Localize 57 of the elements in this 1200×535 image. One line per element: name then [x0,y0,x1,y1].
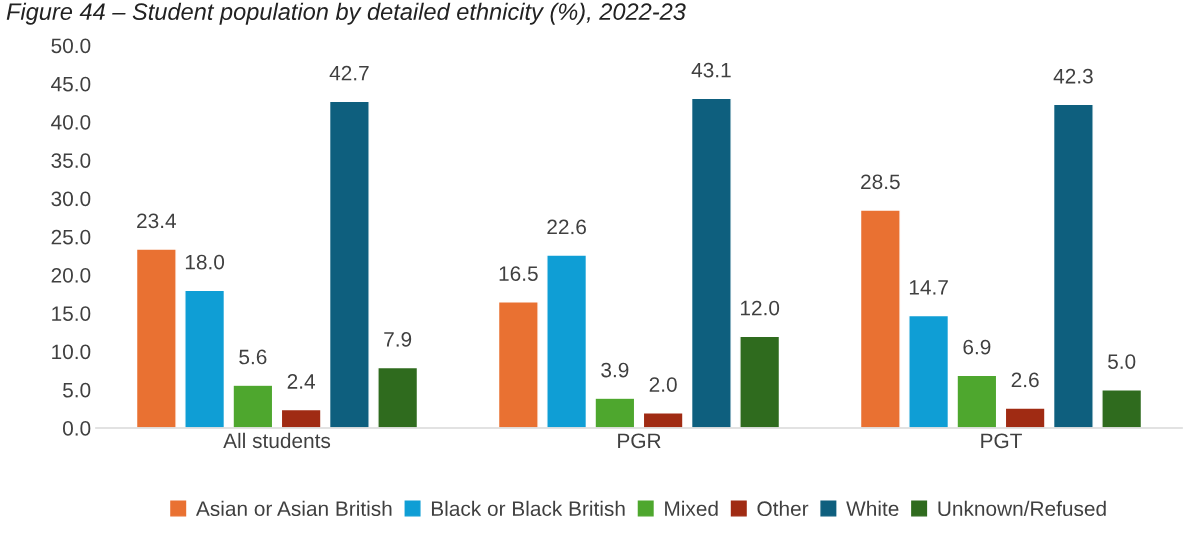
bar [1052,103,1094,428]
bar [690,97,732,428]
y-tick-label: 30.0 [51,191,91,207]
data-label: 6.9 [963,339,991,355]
bar [328,100,370,428]
y-tick-label: 40.0 [51,114,91,130]
data-label: 7.9 [384,332,412,347]
bar [739,335,781,428]
bar [546,254,588,428]
chart-title: Figure 44 – Student population by detailed ethnicity (%), 2022-23 [6,2,686,25]
data-label: 3.9 [601,362,629,378]
bar [1101,389,1143,428]
data-label: 2.6 [1011,372,1039,388]
data-label: 22.6 [547,219,586,235]
data-label: 2.4 [287,374,316,389]
bar [135,248,177,428]
y-tick-label: 50.0 [51,38,91,54]
data-label: 23.4 [137,213,176,229]
bar [497,301,539,428]
data-label: 5.6 [239,349,267,365]
x-tick-label: PGT [981,433,1022,449]
bar [1004,407,1046,428]
data-label: 2.0 [649,377,677,392]
data-label: 12.0 [740,300,780,316]
y-tick-label: 35.0 [51,153,91,168]
bar [184,289,226,428]
bar [377,366,419,428]
data-label: 28.5 [861,174,900,190]
y-tick-label: 10.0 [52,344,91,360]
x-tick-label: PGR [618,433,661,449]
data-label: 14.7 [909,280,948,295]
legend-label: White [846,500,899,517]
bar [232,384,274,428]
data-label: 43.1 [691,62,731,78]
y-tick-label: 5.0 [63,382,91,398]
y-tick-label: 25.0 [51,229,91,245]
bar [859,209,901,428]
legend-label: Mixed [665,500,718,517]
legend-label: Asian or Asian British [195,500,392,517]
data-label: 16.5 [499,266,538,281]
data-label: 5.0 [1108,354,1136,369]
data-label: 42.3 [1053,68,1093,84]
bar [594,397,636,428]
legend-label: Black or Black British [431,500,625,517]
bar [908,314,950,428]
data-label: 42.7 [329,65,369,81]
bar [956,374,998,428]
y-tick-label: 45.0 [51,76,91,92]
bar [642,412,684,428]
legend-label: Unknown/Refused [938,500,1106,517]
y-tick-label: 0.0 [62,421,91,436]
bar [280,408,322,428]
y-tick-label: 15.0 [52,306,91,321]
data-label: 18.0 [185,254,225,270]
x-tick-label: All students [223,432,331,449]
y-tick-label: 20.0 [51,267,91,283]
legend-label: Other [757,500,809,517]
